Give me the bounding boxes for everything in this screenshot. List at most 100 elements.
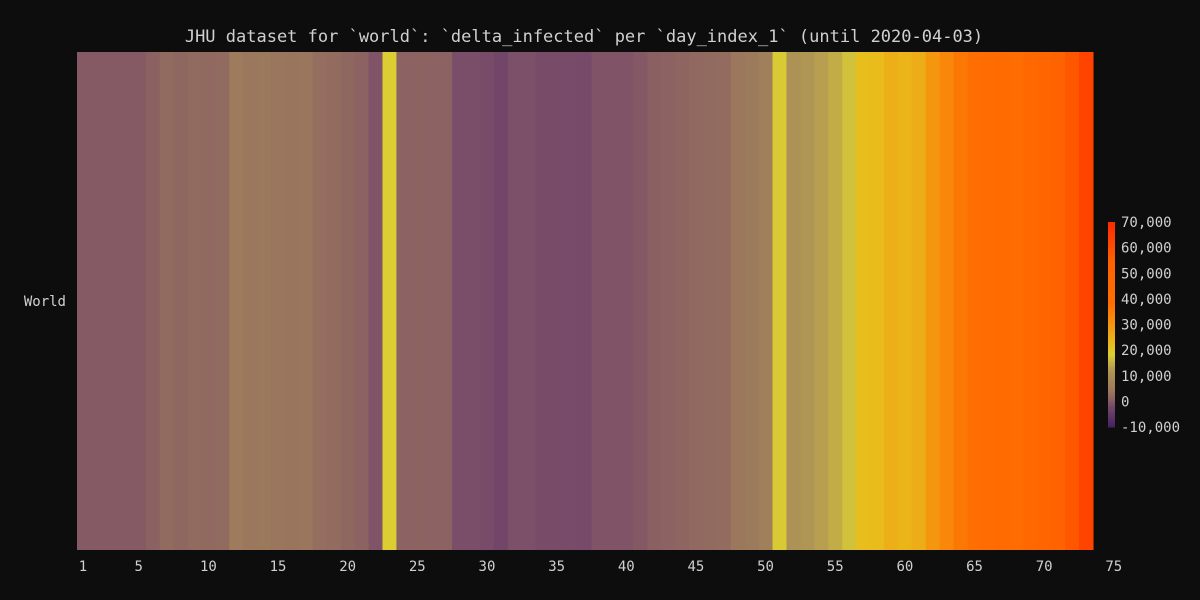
colorbar-segment [1108, 350, 1115, 354]
colorbar-tick-label: 50,000 [1121, 266, 1172, 282]
colorbar-tick-label: 0 [1121, 394, 1129, 410]
heatmap-cell-day-19 [326, 52, 342, 550]
colorbar-segment [1108, 245, 1115, 249]
colorbar-segment [1108, 411, 1115, 415]
heatmap-cell-day-20 [340, 52, 356, 550]
colorbar-segment [1108, 319, 1115, 323]
heatmap-cell-day-34 [535, 52, 551, 550]
x-tick-label: 10 [200, 559, 217, 575]
colorbar-segment [1108, 391, 1115, 395]
colorbar-segment [1108, 304, 1115, 308]
colorbar-segment [1108, 357, 1115, 361]
x-tick-label: 15 [270, 559, 287, 575]
heatmap-cell-day-68 [1009, 52, 1024, 550]
heatmap-cell-day-31 [493, 52, 509, 550]
x-tick-label: 75 [1105, 559, 1122, 575]
heatmap-cell-day-64 [953, 52, 969, 550]
x-tick-label: 55 [827, 559, 844, 575]
colorbar-segment [1108, 329, 1115, 333]
heatmap-cell-day-15 [271, 52, 286, 550]
colorbar-tick-label: -10,000 [1121, 420, 1180, 436]
heatmap-cell-day-14 [257, 52, 272, 550]
heatmap-cell-day-63 [939, 52, 955, 550]
heatmap-cell-day-18 [312, 52, 328, 550]
heatmap-cell-day-43 [661, 52, 676, 550]
heatmap-cell-day-65 [967, 52, 983, 550]
colorbar-segment [1108, 334, 1115, 338]
heatmap-cell-day-2 [89, 52, 105, 550]
heatmap-cell-day-33 [521, 52, 537, 550]
heatmap-cell-day-44 [675, 52, 690, 550]
colorbar-segment [1108, 370, 1115, 374]
colorbar-segment [1108, 275, 1115, 279]
colorbar-segment [1108, 339, 1115, 343]
colorbar-segment [1108, 373, 1115, 377]
colorbar-segment [1108, 345, 1115, 349]
colorbar-segment [1108, 414, 1115, 418]
colorbar-segment [1108, 332, 1115, 336]
colorbar-segment [1108, 342, 1115, 346]
colorbar-segment [1108, 296, 1115, 300]
heatmap-cell-day-12 [229, 52, 244, 550]
heatmap-cell-day-58 [870, 52, 885, 550]
heatmap-cell-day-59 [883, 52, 899, 550]
heatmap-cell-day-16 [284, 52, 300, 550]
colorbar-tick-label: 60,000 [1121, 241, 1172, 257]
heatmap-cell-day-48 [730, 52, 746, 550]
heatmap-cell-day-30 [480, 52, 495, 550]
colorbar-segment [1108, 380, 1115, 384]
colorbar-segment [1108, 324, 1115, 328]
colorbar-segment [1108, 393, 1115, 397]
colorbar-segment [1108, 314, 1115, 318]
heatmap-cell-day-42 [647, 52, 662, 550]
heatmap-cell-day-17 [298, 52, 314, 550]
colorbar-segment [1108, 265, 1115, 269]
row-label-world: World [24, 294, 66, 310]
heatmap-cell-day-57 [856, 52, 871, 550]
colorbar-segment [1108, 242, 1115, 246]
heatmap-cell-day-41 [633, 52, 648, 550]
x-tick-label: 70 [1036, 559, 1053, 575]
colorbar-segment [1108, 224, 1115, 228]
heatmap-cell-day-50 [758, 52, 774, 550]
heatmap-cell-day-28 [452, 52, 467, 550]
colorbar-segment [1108, 306, 1115, 310]
colorbar-segment [1108, 386, 1115, 390]
x-axis-ticks: 1 5 10 15 20 25 30 35 40 45 50 55 60 65 70 75 [79, 559, 1122, 575]
colorbar-segment [1108, 283, 1115, 287]
colorbar-tick-label: 70,000 [1121, 215, 1172, 231]
heatmap-cell-day-7 [159, 52, 175, 550]
colorbar-segment [1108, 234, 1115, 238]
heatmap-cell-day-62 [925, 52, 941, 550]
heatmap-cell-day-70 [1037, 52, 1052, 550]
heatmap-cell-day-72 [1065, 52, 1080, 550]
heatmap-cell-day-25 [410, 52, 425, 550]
colorbar-segment [1108, 321, 1115, 325]
x-tick-label: 20 [339, 559, 356, 575]
colorbar-tick-label: 40,000 [1121, 292, 1172, 308]
heatmap-cell-day-45 [688, 52, 704, 550]
colorbar-segment [1108, 416, 1115, 420]
x-tick-label: 50 [757, 559, 774, 575]
colorbar-segment [1108, 347, 1115, 351]
colorbar-segment [1108, 247, 1115, 251]
colorbar-segment [1108, 255, 1115, 259]
heatmap-cell-day-9 [187, 52, 203, 550]
colorbar-segment [1108, 360, 1115, 364]
heatmap-cell-day-46 [702, 52, 718, 550]
heatmap-cell-day-32 [507, 52, 523, 550]
colorbar-segment [1108, 409, 1115, 413]
heatmap-cell-day-13 [243, 52, 258, 550]
heatmap-cell-day-61 [911, 52, 927, 550]
colorbar-segment [1108, 421, 1115, 425]
colorbar-segment [1108, 260, 1115, 264]
colorbar-segment [1108, 383, 1115, 387]
x-tick-label: 5 [135, 559, 143, 575]
heatmap-cell-day-23 [382, 52, 398, 550]
x-tick-label: 30 [479, 559, 496, 575]
colorbar-segment [1108, 362, 1115, 366]
heatmap-cell-day-4 [117, 52, 133, 550]
colorbar-segment [1108, 268, 1115, 272]
heatmap-cell-day-24 [396, 52, 411, 550]
